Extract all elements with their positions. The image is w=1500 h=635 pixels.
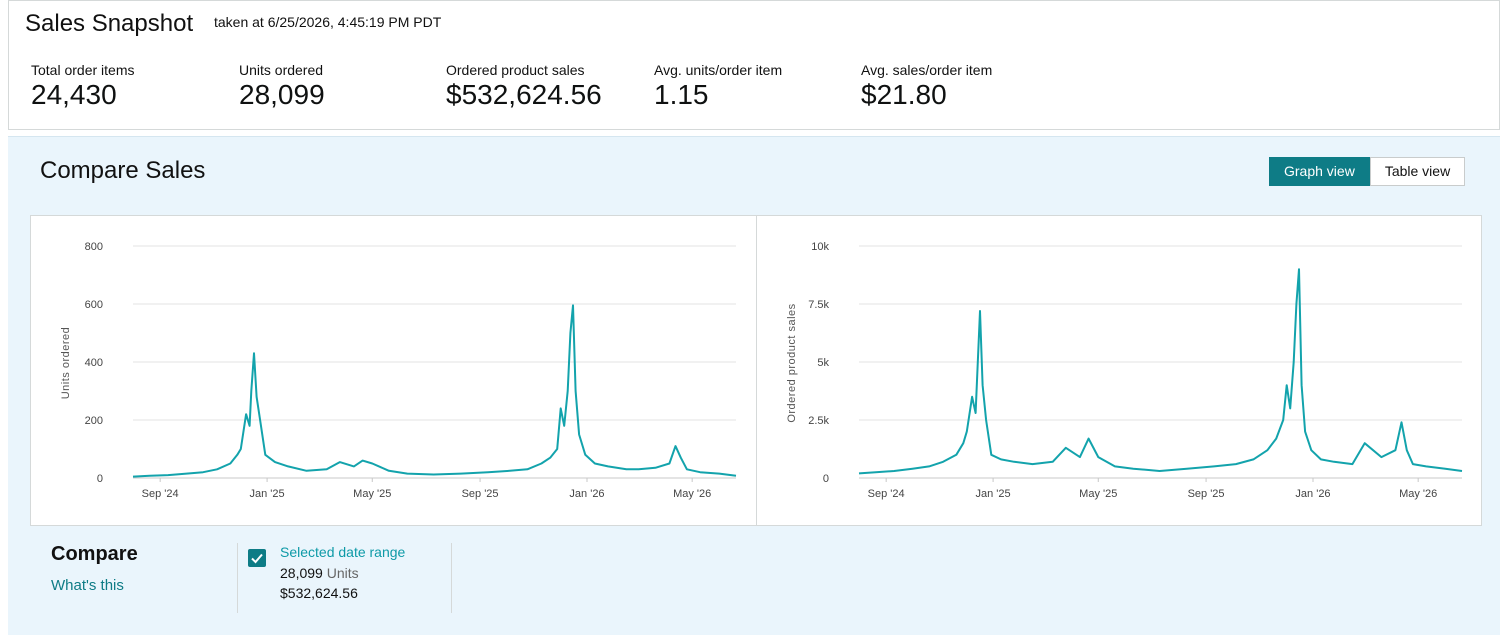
x-tick-label: May '26 [1399, 488, 1437, 500]
x-tick-label: Sep '24 [142, 488, 179, 500]
section-title: Compare Sales [40, 157, 206, 184]
whats-this-link[interactable]: What's this [51, 577, 124, 594]
graph-view-button[interactable]: Graph view [1269, 157, 1370, 186]
ordered-product-sales-chart: 0 2.5k 5k 7.5k 10k Sep '24 Jan '25 May '25 Sep '… [756, 216, 1481, 525]
series-sales: $532,624.56 [280, 585, 358, 601]
x-tick-label: Jan '25 [250, 488, 285, 500]
check-icon [251, 553, 263, 564]
metric-avg-sales-per-order-item: Avg. sales/order item $21.80 [861, 62, 992, 111]
compare-sales-panel: Compare Sales Graph view Table view 0 200… [8, 136, 1500, 635]
y-tick-label: 400 [85, 357, 103, 369]
x-tick-label: Sep '25 [1188, 488, 1225, 500]
charts-container: 0 200 400 600 800 Sep '24 Jan '25 May '25 Sep '2… [30, 215, 1482, 526]
y-tick-label: 800 [85, 241, 103, 253]
snapshot-timestamp: taken at 6/25/2026, 4:45:19 PM PDT [214, 14, 442, 30]
compare-legend: Compare What's this Selected date range … [30, 533, 460, 615]
y-tick-label: 0 [97, 473, 103, 485]
metric-ordered-product-sales: Ordered product sales $532,624.56 [446, 62, 602, 111]
y-tick-label: 600 [85, 299, 103, 311]
units-ordered-chart: 0 200 400 600 800 Sep '24 Jan '25 May '25 Sep '2… [31, 216, 756, 525]
y-tick-label: 5k [817, 357, 829, 369]
series-units: 28,099 Units [280, 565, 359, 581]
y-tick-label: 0 [823, 473, 829, 485]
y-axis-title: Units ordered [60, 327, 72, 400]
metrics-row: Total order items 24,430 Units ordered 2… [8, 56, 1500, 130]
metric-total-order-items: Total order items 24,430 [31, 62, 134, 111]
x-tick-label: May '26 [673, 488, 711, 500]
metric-units-ordered: Units ordered 28,099 [239, 62, 325, 111]
series-line [858, 268, 1463, 475]
series-name: Selected date range [280, 544, 406, 560]
metric-label: Ordered product sales [446, 62, 585, 78]
x-tick-label: May '25 [353, 488, 391, 500]
divider [451, 543, 452, 613]
y-tick-label: 7.5k [808, 299, 829, 311]
page-title: Sales Snapshot [25, 10, 194, 37]
snapshot-header: Sales Snapshot taken at 6/25/2026, 4:45:… [8, 0, 1500, 57]
metric-value: $532,624.56 [446, 79, 602, 110]
units-ordered-chart-svg: 0 200 400 600 800 Sep '24 Jan '25 May '25 Sep '2… [60, 241, 737, 500]
view-toggle: Graph view Table view [1269, 157, 1466, 186]
metric-label: Avg. units/order item [654, 62, 783, 78]
metric-avg-units-per-order-item: Avg. units/order item 1.15 [654, 62, 782, 111]
x-tick-label: Jan '26 [569, 488, 604, 500]
metric-label: Total order items [31, 62, 135, 78]
metric-value: 1.15 [654, 79, 709, 110]
y-tick-label: 2.5k [808, 415, 829, 427]
metric-value: $21.80 [861, 79, 947, 110]
metric-label: Avg. sales/order item [861, 62, 993, 78]
x-tick-label: Sep '24 [868, 488, 905, 500]
ordered-product-sales-chart-svg: 0 2.5k 5k 7.5k 10k Sep '24 Jan '25 May '25 Sep '… [786, 241, 1463, 500]
x-tick-label: Jan '25 [976, 488, 1011, 500]
compare-heading: Compare [51, 543, 138, 565]
y-tick-label: 200 [85, 415, 103, 427]
metric-label: Units ordered [239, 62, 324, 78]
y-axis-title: Ordered product sales [786, 303, 798, 422]
x-tick-label: Jan '26 [1295, 488, 1330, 500]
series-line [132, 304, 737, 478]
divider [237, 543, 238, 613]
metric-value: 28,099 [239, 79, 325, 110]
x-tick-label: Sep '25 [462, 488, 499, 500]
series-units-number: 28,099 [280, 565, 323, 581]
metric-value: 24,430 [31, 79, 117, 110]
selected-date-range-checkbox[interactable] [248, 549, 266, 567]
x-tick-label: May '25 [1079, 488, 1117, 500]
series-units-word: Units [326, 565, 359, 581]
y-tick-label: 10k [811, 241, 829, 253]
table-view-button[interactable]: Table view [1369, 157, 1466, 186]
